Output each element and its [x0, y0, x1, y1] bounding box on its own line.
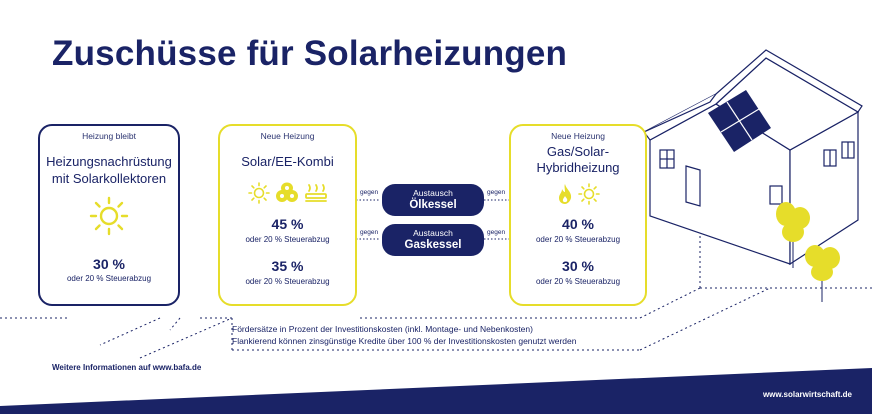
card-heading-line2: Hybridheizung	[536, 160, 620, 175]
percentage-value: 35 %	[271, 258, 304, 274]
wood-logs-icon	[275, 182, 298, 202]
card-kicker: Neue Heizung	[551, 131, 605, 141]
sun-icon	[578, 183, 600, 205]
tax-deduction-note: oder 20 % Steuerabzug	[245, 277, 330, 286]
gegen-label: gegen	[487, 189, 506, 196]
sun-icon	[247, 182, 270, 204]
card-heading-line2: mit Solarkollektoren	[51, 171, 167, 186]
exchange-boiler-type: Gaskessel	[404, 239, 462, 251]
card-kicker: Heizung bleibt	[82, 131, 136, 141]
info-link-text: Weitere Informationen auf www.bafa.de	[52, 363, 202, 372]
card-heizung-bleibt: Heizung bleibt Heizungsnachrüstung mit S…	[38, 124, 180, 306]
card-kicker: Neue Heizung	[260, 131, 315, 141]
tax-deduction-note: oder 20 % Steuerabzug	[245, 235, 330, 244]
percentage-value: 30 %	[93, 256, 125, 272]
footnote-line1: Fördersätze in Prozent der Investitionsk…	[232, 324, 533, 334]
card-solar-ee-kombi: Neue Heizung Solar/EE-Kombi	[218, 124, 357, 306]
percentage-value: 30 %	[562, 258, 594, 274]
exchange-oil-boiler-badge: Austausch Ölkessel	[382, 184, 484, 216]
exchange-boiler-type: Ölkessel	[409, 199, 457, 211]
card-heading-line1: Gas/Solar-	[546, 144, 610, 159]
percentage-value: 40 %	[562, 216, 594, 232]
percentage-value: 45 %	[271, 216, 304, 232]
gegen-label: gegen	[360, 189, 379, 196]
card-icons	[511, 183, 645, 205]
gegen-label: gegen	[487, 229, 506, 236]
exchange-label: Austausch	[413, 188, 453, 198]
gegen-label: gegen	[360, 229, 379, 236]
heat-pump-icon	[304, 184, 327, 202]
exchange-gas-boiler-badge: Austausch Gaskessel	[382, 224, 484, 256]
exchange-label: Austausch	[413, 228, 453, 238]
footnote-line2: Flankierend können zinsgünstige Kredite …	[232, 336, 577, 346]
tax-deduction-note: oder 20 % Steuerabzug	[535, 235, 621, 244]
sun-icon	[89, 196, 129, 236]
card-icons	[40, 196, 178, 236]
tax-deduction-note: oder 20 % Steuerabzug	[66, 274, 152, 283]
tax-deduction-note: oder 20 % Steuerabzug	[535, 277, 621, 286]
website-url: www.solarwirtschaft.de	[762, 390, 852, 399]
flame-icon	[559, 184, 572, 204]
card-heading-line1: Heizungsnachrüstung	[46, 154, 172, 169]
card-icons	[220, 182, 355, 204]
card-gas-solar-hybrid: Neue Heizung Gas/Solar- Hybridheizung 40…	[509, 124, 647, 306]
page-title: Zuschüsse für Solarheizungen	[52, 34, 568, 73]
card-heading: Solar/EE-Kombi	[241, 154, 334, 169]
